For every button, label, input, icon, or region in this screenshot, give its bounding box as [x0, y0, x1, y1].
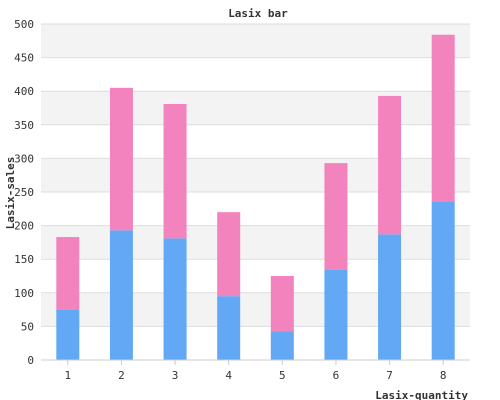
grid-band	[41, 192, 470, 226]
bar-segment-2	[56, 237, 80, 310]
grid-band	[41, 91, 470, 125]
bar-segment-1	[163, 238, 187, 360]
y-tick-label: 350	[14, 119, 34, 132]
bar-segment-2	[324, 163, 348, 270]
bar-segment-1	[56, 309, 80, 360]
x-tick-label: 2	[118, 369, 125, 382]
y-tick-label: 500	[14, 18, 34, 31]
y-tick-label: 400	[14, 85, 34, 98]
x-tick-label: 5	[279, 369, 286, 382]
x-tick-label: 8	[440, 369, 447, 382]
y-tick-label: 50	[21, 320, 34, 333]
bar-segment-2	[431, 34, 455, 202]
grid-band	[41, 326, 470, 360]
grid-band	[41, 259, 470, 293]
x-tick-label: 1	[65, 369, 72, 382]
y-tick-label: 300	[14, 152, 34, 165]
grid-band	[41, 57, 470, 92]
y-axis-label: Lasix-sales	[4, 157, 17, 230]
y-tick-label: 100	[14, 287, 34, 300]
bar-segment-2	[163, 103, 187, 239]
bar-segment-1	[324, 269, 348, 360]
bar-segment-1	[431, 201, 455, 360]
x-tick-label: 4	[225, 369, 232, 382]
x-axis-label: Lasix-quantity	[375, 389, 468, 400]
y-tick-label: 0	[27, 354, 34, 367]
bar-segment-1	[270, 331, 294, 360]
grid-band	[41, 24, 470, 58]
y-tick-label: 250	[14, 186, 34, 199]
y-tick-label: 150	[14, 253, 34, 266]
bar-segment-2	[109, 87, 133, 231]
x-tick-label: 3	[172, 369, 179, 382]
grid-band	[41, 158, 470, 192]
bar-segment-1	[217, 296, 241, 360]
chart-title: Lasix bar	[228, 7, 288, 20]
bar-segment-2	[217, 212, 241, 297]
grid-band	[41, 225, 470, 260]
y-tick-label: 200	[14, 220, 34, 233]
bar-segment-1	[109, 230, 133, 360]
bar-segment-1	[378, 234, 402, 360]
x-tick-label: 7	[386, 369, 393, 382]
bar-segment-2	[378, 95, 402, 235]
grid-band	[41, 292, 470, 327]
bars	[56, 34, 455, 360]
bar-segment-2	[270, 276, 294, 332]
y-tick-label: 450	[14, 52, 34, 65]
y-axis-ticks: 0 50 100 150 200 250 300 350 400 450 500	[14, 18, 34, 367]
grid-band	[41, 124, 470, 159]
x-tick-label: 6	[333, 369, 340, 382]
x-axis-ticks: 1 2 3 4 5 6 7 8	[65, 360, 447, 382]
